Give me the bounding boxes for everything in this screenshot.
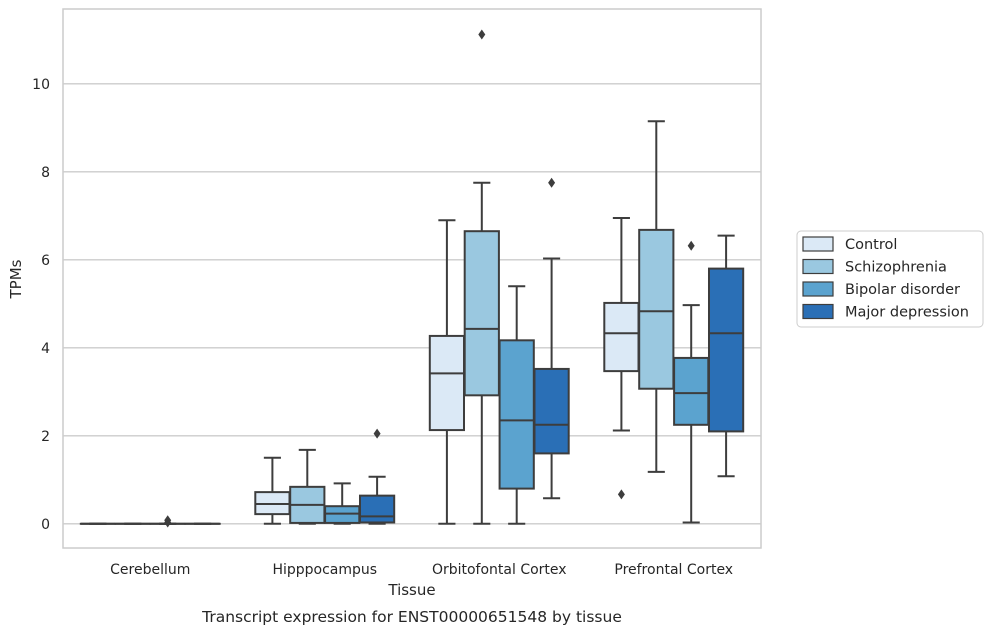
outlier-point-0 <box>617 489 625 500</box>
outlier-point-0 <box>548 177 556 188</box>
outlier-point-1 <box>164 515 172 526</box>
legend-swatch-2 <box>802 281 834 297</box>
y-axis-label: TPMs <box>7 259 25 299</box>
box-3-1 <box>638 120 675 473</box>
box-1-1 <box>289 448 326 525</box>
y-tick-label-10: 10 <box>32 77 50 93</box>
legend-label-2: Bipolar disorder <box>845 282 960 298</box>
y-tick-label-8: 8 <box>41 165 50 181</box>
box-body <box>707 267 745 433</box>
box-3-0 <box>603 217 640 500</box>
box-3-2 <box>673 240 710 524</box>
x-tick-label-1: Hipppocampus <box>272 562 377 578</box>
x-tick-label-2: Orbitofontal Cortex <box>432 562 567 578</box>
legend: Control Schizophrenia Bipolar disorder Majo… <box>796 230 984 328</box>
x-axis-label: Tissue <box>387 581 435 599</box>
boxes <box>79 29 745 528</box>
box-body <box>358 494 396 524</box>
y-tick-label-2: 2 <box>41 429 50 445</box>
y-tick-label-4: 4 <box>41 341 50 357</box>
chart-caption: Transcript expression for ENST0000065154… <box>201 608 622 626</box>
legend-swatch-1 <box>802 258 834 275</box>
box-body <box>673 356 710 426</box>
y-axis-ticks: 0 2 4 6 8 10 <box>32 77 50 533</box>
x-tick-label-0: Cerebellum <box>110 562 190 578</box>
legend-swatch-3 <box>802 303 834 320</box>
box-1-0 <box>254 456 291 525</box>
box-3-3 <box>707 234 745 478</box>
box-body <box>428 334 466 432</box>
legend-swatch-0 <box>802 236 834 252</box>
legend-label-1: Schizophrenia <box>845 260 947 276</box>
box-body <box>463 230 500 397</box>
box-body <box>498 339 535 490</box>
box-body <box>603 301 640 373</box>
outlier-point-0 <box>373 428 381 439</box>
box-body <box>638 228 675 390</box>
box-2-1 <box>463 29 500 525</box>
box-2-3 <box>533 177 570 500</box>
outlier-point-0 <box>478 29 486 40</box>
legend-label-0: Control <box>845 237 897 253</box>
y-tick-label-0: 0 <box>41 517 50 533</box>
box-body <box>533 367 570 455</box>
box-0-2 <box>149 515 186 528</box>
x-tick-label-3: Prefrontal Cortex <box>614 562 733 578</box>
legend-label-3: Major depression <box>845 305 969 321</box>
box-1-3 <box>358 428 396 525</box>
y-tick-label-6: 6 <box>41 253 50 269</box>
box-2-2 <box>498 285 535 525</box>
x-axis-ticks: Cerebellum Hipppocampus Orbitofontal Corte… <box>110 562 733 578</box>
legend-frame <box>796 230 984 328</box>
outlier-point-0 <box>687 240 695 251</box>
